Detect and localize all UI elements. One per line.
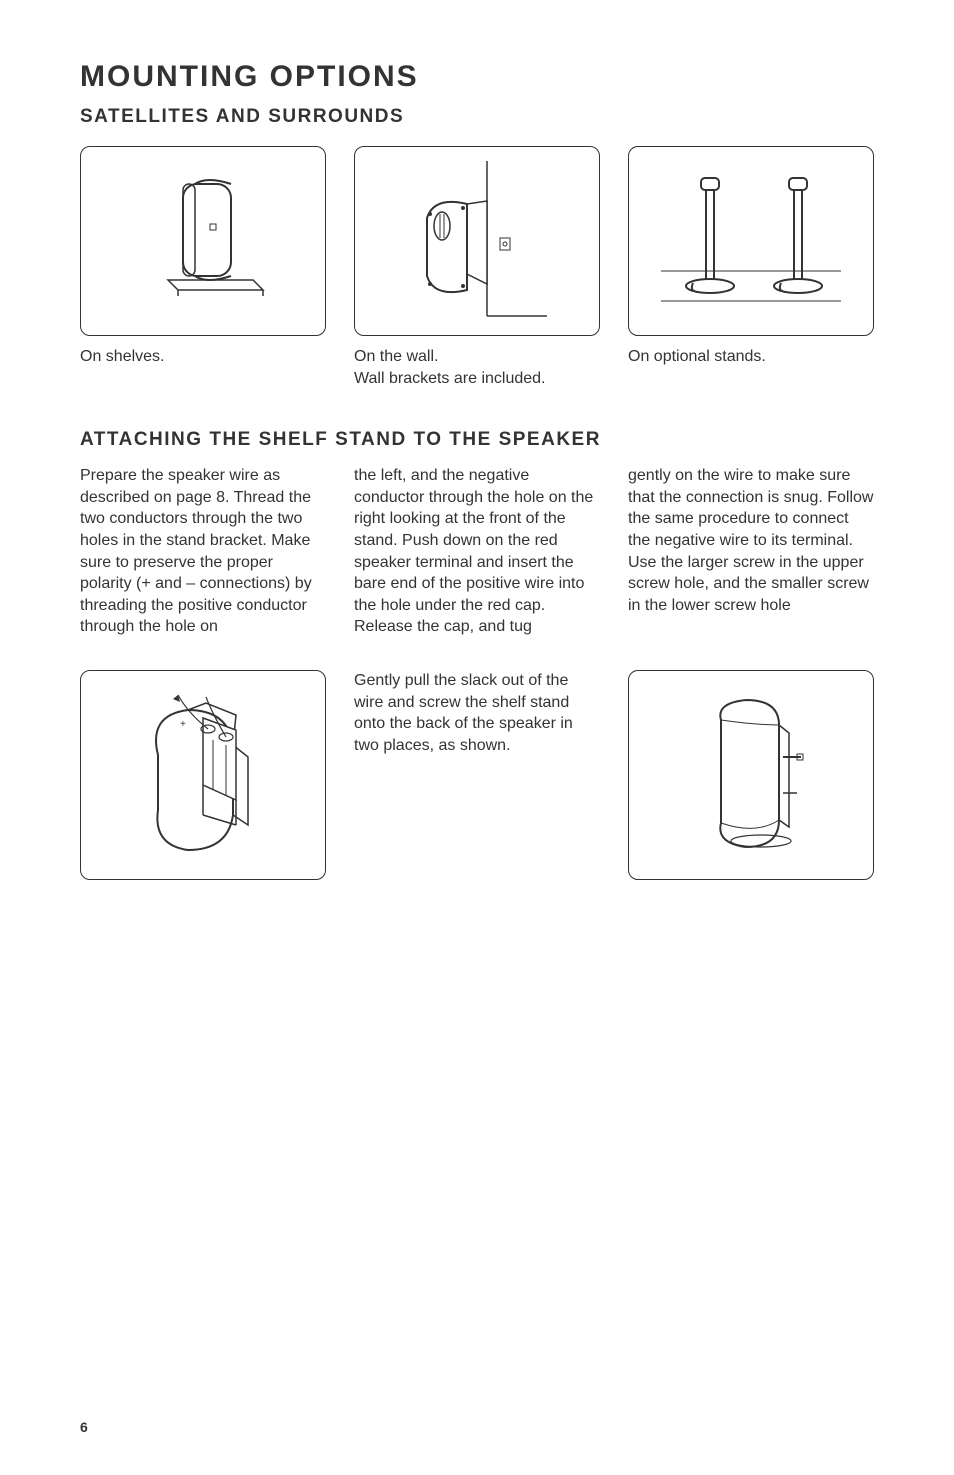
- mounting-option-wall: On the wall. Wall brackets are included.: [354, 146, 600, 389]
- lower-cell-1: +: [80, 670, 326, 880]
- mounting-option-shelves: On shelves.: [80, 146, 326, 389]
- screw-holes-icon: [671, 685, 831, 865]
- body-text-2b: Gently pull the slack out of the wire an…: [354, 670, 600, 756]
- page-subtitle: SATELLITES AND SURROUNDS: [80, 106, 874, 128]
- illustration-shelf: [80, 146, 326, 336]
- body-text-2a: the left, and the negative conductor thr…: [354, 465, 600, 638]
- mounting-option-stands: On optional stands.: [628, 146, 874, 389]
- caption-shelves: On shelves.: [80, 346, 326, 368]
- wall-speaker-icon: [392, 156, 562, 326]
- body-col-3: gently on the wire to make sure that the…: [628, 465, 874, 652]
- caption-wall-line1: On the wall.: [354, 346, 600, 368]
- illustration-stands: [628, 146, 874, 336]
- caption-stands: On optional stands.: [628, 346, 874, 368]
- stands-icon: [651, 156, 851, 326]
- body-text-1: Prepare the speaker wire as described on…: [80, 465, 326, 638]
- body-text-3: gently on the wire to make sure that the…: [628, 465, 874, 616]
- illustration-wall: [354, 146, 600, 336]
- mounting-options-row: On shelves. On the wall. Wall brackets a…: [80, 146, 874, 389]
- caption-wall-line2: Wall brackets are included.: [354, 368, 600, 390]
- shelf-speaker-icon: [128, 166, 278, 316]
- body-col-1: Prepare the speaker wire as described on…: [80, 465, 326, 652]
- page-number: 6: [80, 1419, 88, 1435]
- body-columns: Prepare the speaker wire as described on…: [80, 465, 874, 652]
- page-title: MOUNTING OPTIONS: [80, 60, 874, 94]
- section-title: ATTACHING THE SHELF STAND TO THE SPEAKER: [80, 429, 874, 451]
- illustration-screw-holes: [628, 670, 874, 880]
- threading-icon: +: [118, 685, 288, 865]
- lower-cell-3: [628, 670, 874, 880]
- lower-row: + Gently pull the slack out of the wire …: [80, 670, 874, 880]
- plus-label: +: [180, 719, 186, 730]
- illustration-threading: +: [80, 670, 326, 880]
- lower-cell-2: Gently pull the slack out of the wire an…: [354, 670, 600, 880]
- body-col-2: the left, and the negative conductor thr…: [354, 465, 600, 652]
